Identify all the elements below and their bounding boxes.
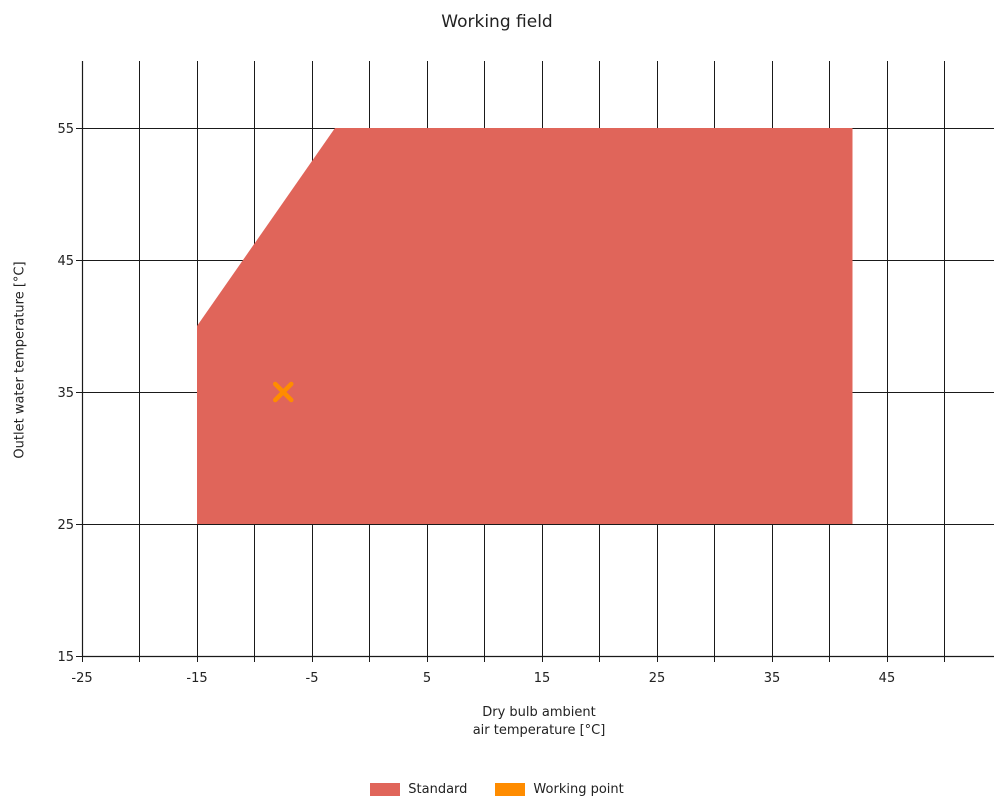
x-tick-label: -5	[306, 671, 319, 686]
legend: Standard Working point	[0, 782, 994, 797]
series-layer	[197, 128, 853, 524]
chart-plot: -25 -15 -5 5 15 25 35 45 15 25 35 45 55	[57, 61, 994, 686]
x-tick-label: 45	[879, 671, 896, 686]
y-tick-label: 45	[57, 254, 74, 269]
legend-item-working-point: Working point	[495, 782, 624, 797]
series-area-standard	[197, 128, 853, 524]
legend-swatch-working-point	[495, 783, 526, 796]
y-tick-label: 35	[57, 386, 74, 401]
chart-title: Working field	[441, 12, 553, 32]
x-tick-label: 25	[649, 671, 666, 686]
y-tick-label: 25	[57, 518, 74, 533]
working-point-marker	[272, 381, 294, 403]
legend-label-standard: Standard	[408, 782, 468, 797]
x-axis-label: Dry bulb ambient air temperature [°C]	[0, 704, 994, 740]
legend-swatch-standard	[370, 783, 401, 796]
legend-item-standard: Standard	[370, 782, 467, 797]
x-axis-label-line-2: air temperature [°C]	[472, 723, 606, 738]
x-tick-label: -25	[71, 671, 92, 686]
legend-label-working-point: Working point	[533, 782, 624, 797]
x-tick-label: 15	[534, 671, 551, 686]
y-tick-label: 15	[57, 650, 74, 665]
x-tick-label: 35	[764, 671, 781, 686]
x-tick-label: 5	[423, 671, 431, 686]
y-tick-label: 55	[57, 122, 74, 137]
x-axis-label-line-1: Dry bulb ambient	[482, 705, 596, 720]
working-point-stroke	[272, 381, 294, 403]
axes: -25 -15 -5 5 15 25 35 45 15 25 35 45 55	[57, 61, 994, 686]
x-tick-label: -15	[186, 671, 207, 686]
